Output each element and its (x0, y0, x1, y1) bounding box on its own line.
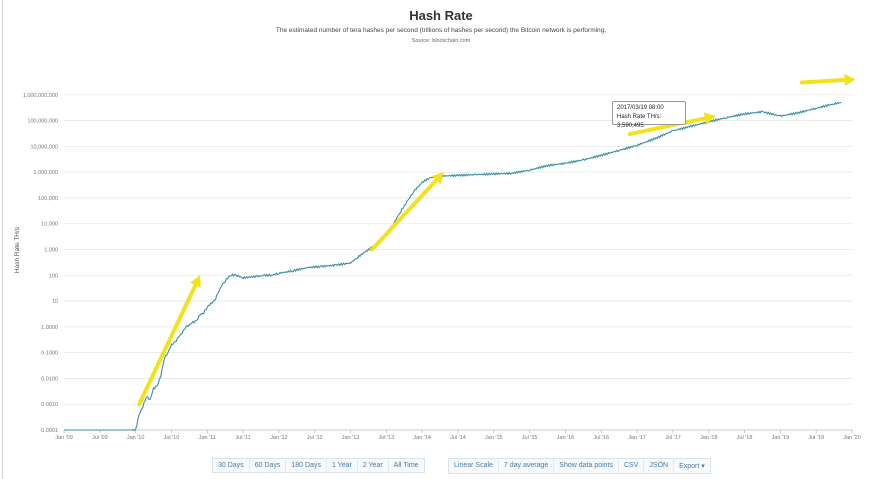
x-tick-label-3: Jul '10 (164, 435, 180, 441)
y-tick-label-8: 10 (52, 299, 58, 305)
export-button[interactable]: Export ▾ (679, 463, 705, 470)
trend-arrow-head-3 (844, 73, 856, 86)
trend-arrow-shaft-0 (137, 283, 198, 407)
json-button[interactable]: JSON (644, 459, 675, 473)
time-button-1-year[interactable]: 1 Year (327, 459, 358, 472)
y-tick-label-6: 1,000 (44, 248, 58, 254)
x-tick-label-16: Jan '17 (628, 435, 646, 441)
y-tick-label-3: 1,000,000 (34, 170, 58, 176)
time-button-30-days[interactable]: 30 Days (213, 459, 250, 472)
series-layer (64, 101, 842, 432)
x-tick-label-7: Jul '12 (307, 435, 323, 441)
x-tick-label-4: Jan '11 (199, 435, 216, 441)
show-data-points-button[interactable]: Show data points (554, 459, 619, 473)
x-tick-label-22: Jan '20 (843, 435, 861, 441)
x-tick-label-2: Jan '10 (127, 435, 145, 441)
seven-day-average-button[interactable]: 7 day average (499, 459, 555, 473)
x-tick-label-13: Jul '15 (522, 435, 538, 441)
time-button-all-time[interactable]: All Time (393, 462, 419, 469)
y-tick-label-1: 100,000,000 (27, 119, 58, 125)
trend-arrow-head-0 (190, 275, 201, 288)
y-tick-label-10: 0.1000 (41, 351, 58, 357)
x-tick-label-6: Jan '12 (270, 435, 288, 441)
csv-button[interactable]: CSV (619, 459, 645, 473)
y-tick-label-4: 100,000 (38, 196, 58, 202)
x-tick-label-15: Jul '16 (593, 435, 609, 441)
x-tick-label-19: Jul '18 (737, 435, 753, 441)
tooltip-value: Hash Rate TH/s: 3,590,495 (617, 114, 662, 129)
time-button-2-year[interactable]: 2 Year (358, 459, 389, 472)
grid-lines (64, 94, 852, 431)
chart-tooltip: 2017/03/19 08:00 Hash Rate TH/s: 3,590,4… (612, 101, 686, 129)
trend-arrow-head-2 (703, 112, 716, 125)
y-tick-label-5: 10,000 (41, 222, 58, 228)
linear-scale-button[interactable]: Linear Scale (449, 459, 499, 473)
trend-arrow-shaft-2 (627, 116, 708, 137)
x-tick-label-0: Jan '09 (55, 435, 73, 441)
x-tick-label-11: Jul '14 (450, 435, 466, 441)
y-axis-label: Hash Rate TH/s (14, 226, 21, 273)
time-button-180-days[interactable]: 180 Days (286, 459, 327, 472)
chart-subtitle: The estimated number of tera hashes per … (275, 27, 607, 34)
tooltip-date: 2017/03/19 08:00 (617, 105, 664, 111)
time-button-60-days[interactable]: 60 Days (250, 459, 287, 472)
x-tick-label-14: Jan '16 (557, 435, 575, 441)
x-tick-label-9: Jul '13 (378, 435, 394, 441)
x-tick-label-10: Jan '14 (413, 435, 431, 441)
y-axis-ticks: 1,000,000,000 100,000,000 10,000,000 1,000,… (23, 93, 58, 434)
y-tick-label-7: 100 (49, 273, 58, 279)
x-tick-label-5: Jul '11 (235, 435, 250, 441)
frame-left-border (2, 0, 3, 479)
x-tick-label-20: Jan '19 (772, 435, 790, 441)
time-range-buttons: 30 Days 60 Days 180 Days 1 Year 2 Year A… (212, 458, 425, 473)
chart-title: Hash Rate (409, 8, 473, 23)
y-tick-label-2: 10,000,000 (30, 144, 58, 150)
trend-arrow-shaft-3 (799, 77, 847, 85)
y-tick-label-11: 0.0100 (41, 376, 58, 382)
x-tick-label-1: Jul '09 (92, 435, 108, 441)
x-tick-label-17: Jul '17 (665, 435, 681, 441)
x-tick-label-12: Jan '15 (485, 435, 503, 441)
x-tick-label-21: Jul '19 (808, 435, 824, 441)
x-axis-ticks: Jan '09 Jul '09 Jan '10 Jul '10 Jan '11 Jul '… (55, 430, 861, 441)
trend-arrow-shaft-1 (370, 178, 439, 252)
y-tick-label-13: 0.0001 (41, 428, 58, 434)
x-tick-label-18: Jan '18 (700, 435, 718, 441)
y-tick-label-0: 1,000,000,000 (23, 93, 58, 99)
trend-arrow-head-1 (431, 172, 444, 185)
series-line-0 (64, 101, 842, 432)
trend-arrows (137, 73, 856, 407)
y-tick-label-9: 1.0000 (41, 325, 58, 331)
chart-source: Source: blockchain.com (411, 38, 471, 44)
x-tick-label-8: Jan '13 (342, 435, 360, 441)
y-tick-label-12: 0.0010 (41, 402, 58, 408)
chart-option-buttons: Linear Scale 7 day average Show data poi… (448, 458, 711, 474)
